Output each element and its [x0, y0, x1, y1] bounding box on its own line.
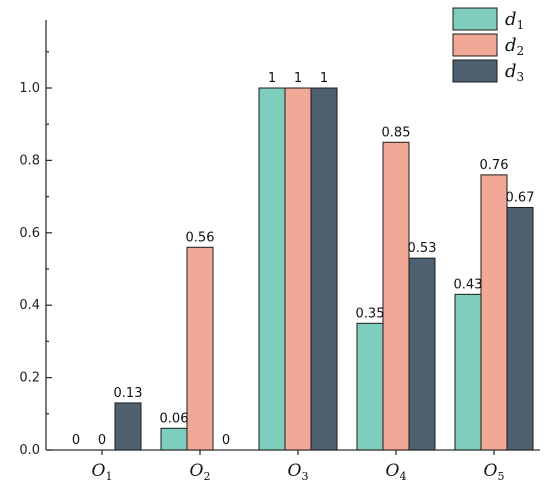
legend-label: d3	[505, 61, 524, 84]
x-axis: O1 O2 O3 O4 O5	[46, 449, 540, 483]
legend-swatch	[452, 33, 498, 57]
data-label: 0.76	[480, 158, 509, 173]
y-tick-label: 0.0	[19, 443, 40, 458]
data-label: 0	[222, 433, 230, 448]
data-label: 0.56	[186, 230, 215, 245]
y-tick-label: 0.2	[19, 371, 40, 386]
data-label: 0.53	[408, 241, 437, 256]
bar	[284, 87, 312, 451]
data-label: 0	[72, 433, 80, 448]
data-label: 0.67	[506, 190, 535, 205]
bar	[186, 246, 214, 451]
data-labels: 0 0 0.13 0.06 0.56 0 1 1 1 0.35 0.85 0.53 0.43 0.76 0.…	[72, 71, 535, 448]
data-label: 0.13	[114, 386, 143, 401]
y-axis: 0.0 0.2 0.4 0.6 0.8 1.0	[19, 20, 52, 458]
legend-swatch	[452, 59, 498, 83]
bar	[480, 174, 508, 451]
bar	[114, 402, 142, 451]
bar	[408, 257, 436, 451]
y-tick-label: 1.0	[19, 81, 40, 96]
y-tick-label: 0.6	[19, 226, 40, 241]
data-label: 0.85	[382, 125, 411, 140]
data-label: 1	[320, 71, 328, 86]
data-label: 1	[294, 71, 302, 86]
y-tick-label: 0.8	[19, 153, 40, 168]
bar	[454, 293, 482, 451]
bar	[258, 87, 286, 451]
bars	[114, 87, 534, 451]
legend-swatch	[452, 7, 498, 31]
x-tick-label: O5	[484, 461, 505, 483]
bar	[382, 141, 410, 451]
x-tick-label: O2	[190, 461, 211, 483]
legend: d1 d2 d3	[452, 7, 524, 84]
bar	[506, 206, 534, 451]
data-label: 0.35	[356, 306, 385, 321]
x-tick-label: O1	[92, 461, 113, 483]
x-tick-label: O4	[386, 461, 407, 483]
y-tick-label: 0.4	[19, 298, 40, 313]
legend-label: d2	[505, 35, 524, 58]
bar	[160, 427, 188, 451]
data-label: 0	[98, 433, 106, 448]
data-label: 1	[268, 71, 276, 86]
bar	[310, 87, 338, 451]
data-label: 0.43	[454, 277, 483, 292]
legend-label: d1	[505, 9, 524, 32]
data-label: 0.06	[160, 411, 189, 426]
bar	[356, 322, 384, 451]
x-tick-label: O3	[288, 461, 309, 483]
